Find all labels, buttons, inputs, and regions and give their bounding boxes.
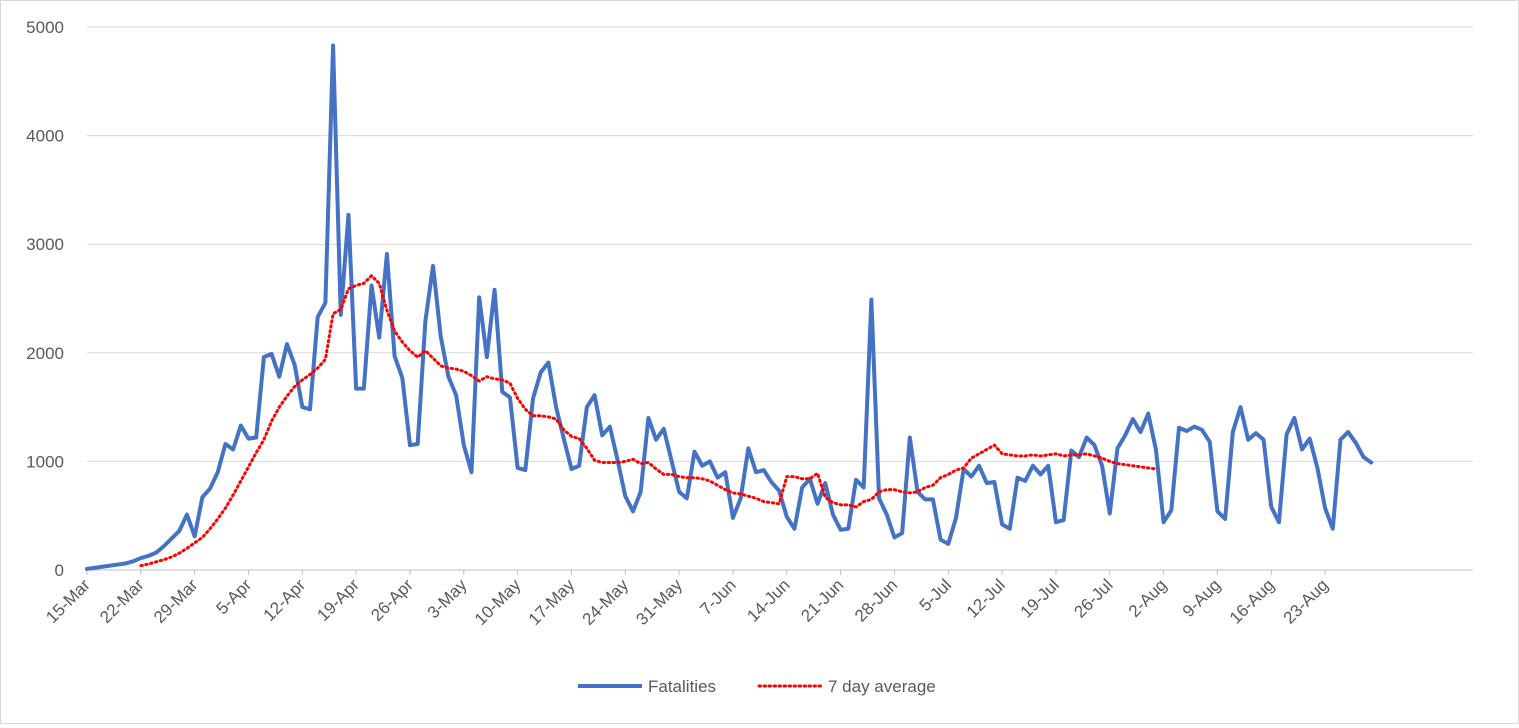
x-tick-label: 12-Jul (963, 575, 1009, 621)
x-tick-label: 28-Jun (851, 575, 901, 625)
x-tick-label: 9-Aug (1179, 575, 1225, 621)
x-tick-label: 31-May (632, 575, 686, 629)
x-tick-label: 24-May (579, 575, 633, 629)
x-tick-label: 17-May (525, 575, 579, 629)
y-tick-label: 1000 (26, 452, 64, 471)
y-tick-label: 2000 (26, 344, 64, 363)
x-tick-label: 26-Apr (367, 575, 417, 625)
x-tick-label: 19-Apr (313, 575, 363, 625)
x-tick-label: 26-Jul (1070, 575, 1116, 621)
x-tick-label: 19-Jul (1017, 575, 1063, 621)
y-tick-label: 0 (55, 561, 64, 580)
series-line-7-day-average (139, 274, 1158, 568)
x-tick-label: 22-Mar (96, 575, 148, 627)
legend: Fatalities 7 day average (578, 677, 936, 696)
series-line-fatalities (85, 43, 1374, 571)
x-axis-ticks: 15-Mar 22-Mar 29-Mar 5-Apr 12-Apr 19-Apr 26-Ap… (42, 570, 1332, 629)
x-tick-label: 12-Apr (260, 575, 310, 625)
x-tick-label: 23-Aug (1280, 575, 1332, 627)
legend-fatalities-label: Fatalities (648, 677, 716, 696)
plot-area (85, 43, 1374, 571)
x-tick-label: 14-Jun (743, 575, 793, 625)
x-tick-label: 10-May (471, 575, 525, 629)
y-tick-label: 3000 (26, 235, 64, 254)
legend-7-day-average-label: 7 day average (828, 677, 936, 696)
x-tick-label: 2-Aug (1125, 575, 1171, 621)
x-tick-label: 21-Jun (797, 575, 847, 625)
y-tick-label: 5000 (26, 18, 64, 37)
y-tick-label: 4000 (26, 127, 64, 146)
x-tick-label: 3-May (424, 575, 471, 622)
gridlines (87, 26, 1473, 571)
x-tick-label: 29-Mar (150, 575, 202, 627)
x-tick-label: 15-Mar (42, 575, 94, 627)
x-tick-label: 16-Aug (1226, 575, 1278, 627)
x-tick-label: 7-Jun (696, 575, 740, 619)
x-tick-label: 5-Jul (916, 575, 955, 614)
y-axis-ticks: 0 1000 2000 3000 4000 5000 (26, 18, 64, 580)
x-tick-label: 5-Apr (212, 575, 255, 618)
